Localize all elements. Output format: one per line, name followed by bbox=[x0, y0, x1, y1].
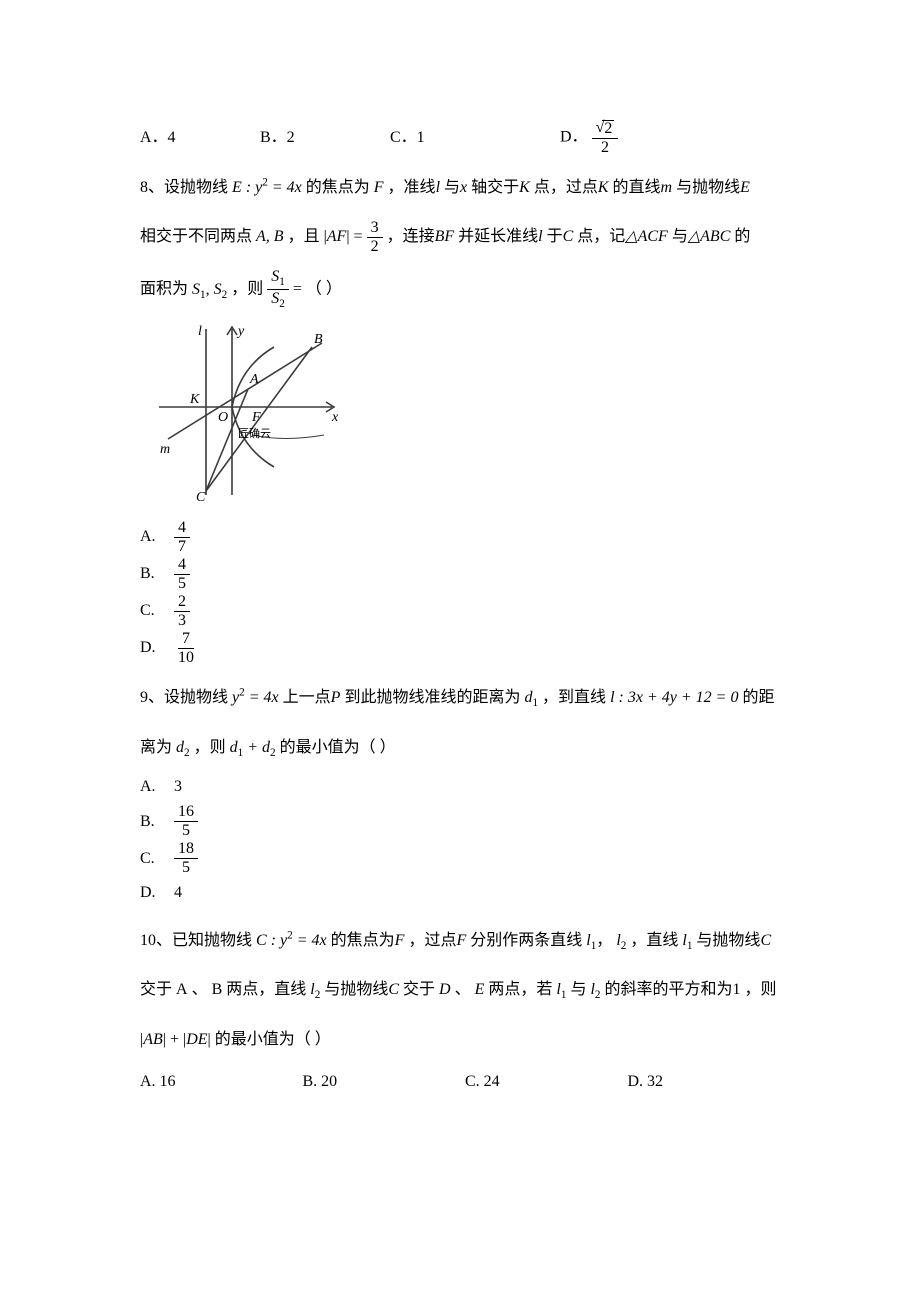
q7-option-d-label: D． bbox=[560, 129, 588, 146]
q7-d-den: 2 bbox=[597, 139, 613, 156]
svg-text:y: y bbox=[236, 324, 245, 339]
q10-option-c: C. 24 bbox=[465, 1067, 628, 1097]
q9-option-a: A. 3 bbox=[140, 772, 790, 802]
svg-text:A: A bbox=[249, 372, 259, 387]
svg-text:l: l bbox=[198, 324, 202, 339]
q7-option-a: A．4 bbox=[140, 123, 260, 153]
q10-option-a: A. 16 bbox=[140, 1067, 303, 1097]
q10-options: A. 16 B. 20 C. 24 D. 32 bbox=[140, 1067, 790, 1097]
q7-option-b: B．2 bbox=[260, 123, 390, 153]
q10-stem-line2: 交于 A 、 B 两点，直线 l2 与抛物线C 交于 D 、 E 两点，若 l1… bbox=[140, 972, 790, 1008]
q8-number: 8、 bbox=[140, 179, 164, 196]
q10-stem-line3: |AB| + |DE| 的最小值为（ ） bbox=[140, 1022, 790, 1057]
svg-text:O: O bbox=[218, 410, 228, 425]
q8-option-d: D. 710 bbox=[140, 631, 790, 666]
svg-text:匠确云: 匠确云 bbox=[238, 427, 271, 440]
q7-option-c: C．1 bbox=[390, 123, 560, 153]
q9-number: 9、 bbox=[140, 689, 164, 706]
q7-option-d: D． √2 2 bbox=[560, 120, 790, 156]
q8-stem-line2: 相交于不同两点 A, B ，且 |AF| = 32 ，连接BF 并延长准线l 于… bbox=[140, 219, 790, 255]
svg-text:C: C bbox=[196, 490, 206, 505]
q10-option-b: B. 20 bbox=[303, 1067, 466, 1097]
q9-option-d: D. 4 bbox=[140, 878, 790, 908]
q10-number: 10、 bbox=[140, 932, 172, 949]
q8-stem-line3: 面积为 S1, S2 ，则 S1S2 = （ ） bbox=[140, 269, 790, 311]
q10-stem-line1: 10、已知抛物线 C : y2 = 4x 的焦点为F ，过点F 分别作两条直线 … bbox=[140, 923, 790, 959]
q8-figure: l y B A K O F x m C 匠确云 bbox=[154, 317, 790, 518]
q7-options: A．4 B．2 C．1 D． √2 2 bbox=[140, 120, 790, 156]
q9-stem-line1: 9、设抛物线 y2 = 4x 上一点P 到此抛物线准线的距离为 d1 ，到直线 … bbox=[140, 680, 790, 716]
q8-option-a: A. 47 bbox=[140, 520, 790, 555]
q9-option-c: C. 185 bbox=[140, 841, 790, 876]
q8-option-c: C. 23 bbox=[140, 594, 790, 629]
svg-text:m: m bbox=[160, 442, 170, 457]
svg-text:x: x bbox=[331, 410, 339, 425]
q8-stem-line1: 8、设抛物线 E : y2 = 4x 的焦点为 F ，准线l 与x 轴交于K 点… bbox=[140, 170, 790, 205]
q10-option-d: D. 32 bbox=[628, 1067, 791, 1097]
q9-option-b: B. 165 bbox=[140, 804, 790, 839]
svg-text:K: K bbox=[189, 392, 200, 407]
q9-stem-line2: 离为 d2 ，则 d1 + d2 的最小值为（ ） bbox=[140, 730, 790, 766]
svg-text:B: B bbox=[314, 332, 323, 347]
svg-text:F: F bbox=[251, 410, 261, 425]
q8-option-b: B. 45 bbox=[140, 557, 790, 592]
